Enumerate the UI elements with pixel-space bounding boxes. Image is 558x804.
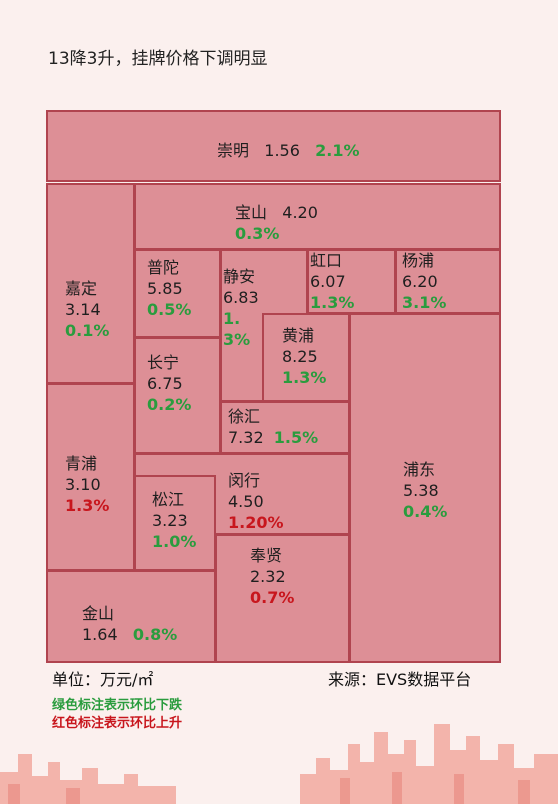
- label-jiading: 嘉定 3.14 0.1%: [65, 278, 109, 341]
- region-value: 6.83: [223, 288, 259, 307]
- region-value: 4.50: [228, 492, 264, 511]
- region-change: 3.1%: [402, 293, 447, 312]
- region-name: 长宁: [147, 353, 180, 372]
- region-change: 1.20%: [228, 513, 284, 532]
- label-hongkou: 虹口 6.07 1.3%: [310, 250, 354, 313]
- region-name: 宝山: [235, 203, 268, 222]
- legend-decrease: 绿色标注表示环比下跌: [52, 698, 183, 713]
- label-jingan: 静安 6.83 1.3%: [223, 266, 259, 350]
- label-minhang: 闵行 4.50 1.20%: [228, 470, 284, 533]
- region-value: 5.85: [147, 279, 183, 298]
- region-change: 1.3%: [282, 368, 327, 387]
- region-value: 1.56: [264, 141, 300, 160]
- region-value: 3.10: [65, 475, 101, 494]
- region-name: 嘉定: [65, 279, 98, 298]
- region-change: 1.5%: [273, 428, 319, 447]
- region-change: 1.3%: [65, 496, 110, 515]
- label-pudong: 浦东 5.38 0.4%: [403, 459, 447, 522]
- source-label: 来源：EVS数据平台: [328, 670, 472, 689]
- region-name: 普陀: [147, 258, 180, 277]
- region-value: 6.07: [310, 272, 346, 291]
- label-jinshan: 金山 1.64 0.8%: [82, 603, 177, 645]
- region-value: 7.32: [228, 428, 264, 447]
- region-changning: [134, 337, 221, 454]
- region-change: 0.8%: [132, 625, 178, 644]
- region-name: 黄浦: [282, 326, 315, 345]
- region-name: 虹口: [310, 251, 343, 270]
- region-fengxian: [215, 534, 350, 663]
- label-putuo: 普陀 5.85 0.5%: [147, 257, 191, 320]
- region-change: 2.1%: [315, 141, 360, 160]
- region-value: 1.64: [82, 625, 118, 644]
- region-value: 5.38: [403, 481, 439, 500]
- label-huangpu: 黄浦 8.25 1.3%: [282, 325, 326, 388]
- label-xuhui: 徐汇 7.32 1.5%: [228, 406, 318, 448]
- region-name: 徐汇: [228, 407, 261, 426]
- skyline-decoration: [0, 724, 558, 804]
- region-pudong: [349, 313, 501, 663]
- region-change: 0.1%: [65, 321, 110, 340]
- legend-increase: 红色标注表示环比上升: [52, 716, 183, 731]
- label-changning: 长宁 6.75 0.2%: [147, 352, 191, 415]
- region-name: 闵行: [228, 471, 261, 490]
- region-change: 1.0%: [152, 532, 197, 551]
- region-change: 1.3%: [310, 293, 355, 312]
- label-baoshan: 宝山 4.20 0.3%: [235, 202, 318, 244]
- region-value: 8.25: [282, 347, 318, 366]
- label-yangpu: 杨浦 6.20 3.1%: [402, 250, 446, 313]
- region-name: 崇明: [217, 141, 250, 160]
- region-change: 0.3%: [235, 224, 280, 243]
- region-name: 金山: [82, 604, 115, 623]
- region-value: 6.75: [147, 374, 183, 393]
- region-name: 静安: [223, 267, 256, 286]
- region-hongkou: [307, 249, 396, 314]
- page-title: 13降3升，挂牌价格下调明显: [48, 49, 268, 69]
- region-change: 0.4%: [403, 502, 448, 521]
- region-name: 杨浦: [402, 251, 435, 270]
- region-yangpu: [395, 249, 501, 314]
- region-value: 2.32: [250, 567, 286, 586]
- region-value: 4.20: [282, 203, 318, 222]
- region-change: 0.5%: [147, 300, 192, 319]
- unit-label: 单位：万元/㎡: [52, 670, 154, 689]
- region-name: 松江: [152, 490, 185, 509]
- region-value: 3.14: [65, 300, 101, 319]
- region-change: 0.2%: [147, 395, 192, 414]
- label-fengxian: 奉贤 2.32 0.7%: [250, 545, 294, 608]
- region-qingpu: [46, 383, 135, 571]
- label-songjiang: 松江 3.23 1.0%: [152, 489, 196, 552]
- region-change: 0.7%: [250, 588, 295, 607]
- region-name: 奉贤: [250, 546, 283, 565]
- region-value: 3.23: [152, 511, 188, 530]
- region-name: 浦东: [403, 460, 436, 479]
- label-chongming: 崇明 1.56 2.1%: [217, 140, 360, 161]
- label-qingpu: 青浦 3.10 1.3%: [65, 453, 109, 516]
- region-jinshan: [46, 570, 216, 663]
- region-change: 1.3%: [223, 309, 251, 349]
- region-name: 青浦: [65, 454, 98, 473]
- region-chongming: [46, 110, 501, 182]
- region-value: 6.20: [402, 272, 438, 291]
